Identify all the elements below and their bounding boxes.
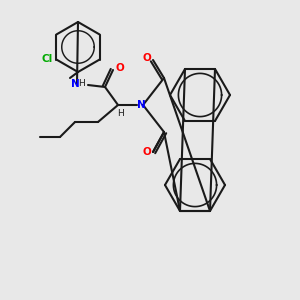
Text: N: N [136, 100, 146, 110]
Text: O: O [142, 147, 152, 157]
Text: Cl: Cl [42, 55, 53, 64]
Text: H: H [117, 109, 123, 118]
Text: N: N [71, 79, 80, 89]
Text: O: O [116, 63, 124, 73]
Text: H: H [78, 80, 85, 88]
Text: O: O [142, 53, 152, 63]
